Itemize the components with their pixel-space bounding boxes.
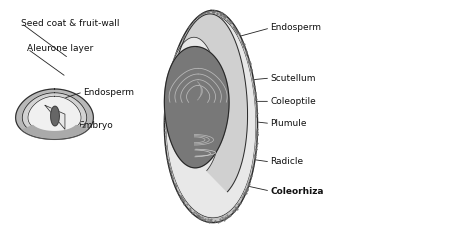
Polygon shape xyxy=(45,105,65,129)
Text: Radicle: Radicle xyxy=(270,158,303,166)
Text: Coleorhiza: Coleorhiza xyxy=(270,187,324,195)
Polygon shape xyxy=(22,93,87,136)
Polygon shape xyxy=(164,47,229,168)
Polygon shape xyxy=(166,15,255,218)
Polygon shape xyxy=(51,106,59,126)
Text: Endosperm: Endosperm xyxy=(270,24,321,32)
Text: Aleurone layer: Aleurone layer xyxy=(27,45,94,53)
Text: Plumule: Plumule xyxy=(270,119,307,128)
Text: Seed coat & fruit-wall: Seed coat & fruit-wall xyxy=(21,19,120,28)
Text: Endosperm: Endosperm xyxy=(83,88,134,96)
Polygon shape xyxy=(167,17,255,216)
Polygon shape xyxy=(171,14,247,192)
Polygon shape xyxy=(16,89,93,139)
Polygon shape xyxy=(28,96,81,132)
Polygon shape xyxy=(164,10,257,223)
Text: Embryo: Embryo xyxy=(78,121,113,130)
Text: Coleoptile: Coleoptile xyxy=(270,97,316,106)
Text: Scutellum: Scutellum xyxy=(270,74,316,82)
Polygon shape xyxy=(166,14,256,219)
Polygon shape xyxy=(22,126,87,139)
